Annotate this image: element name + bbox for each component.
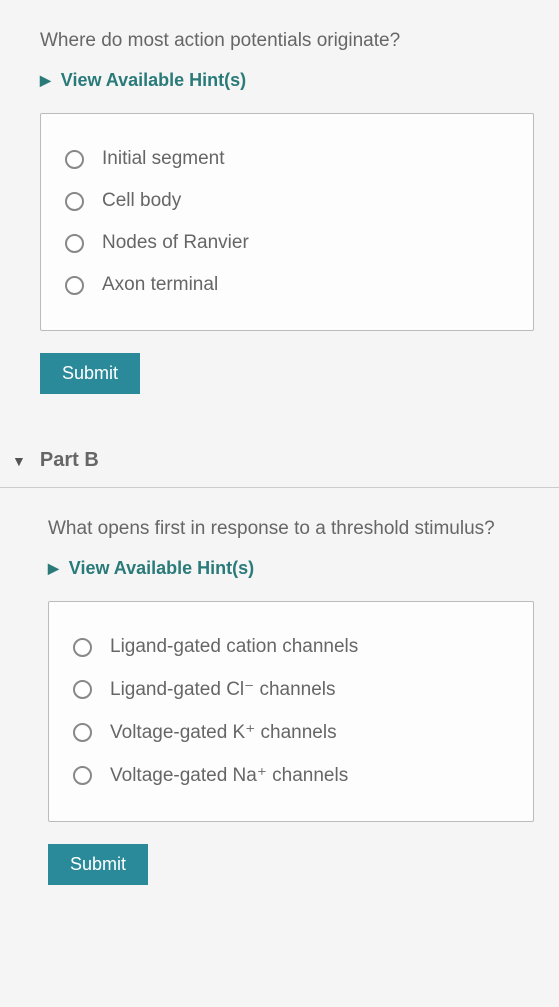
radio-icon [73,766,92,785]
option-label: Cell body [102,190,181,212]
option-row[interactable]: Initial segment [65,138,513,180]
radio-icon [65,276,84,295]
option-row[interactable]: Cell body [65,180,513,222]
divider [0,487,559,488]
caret-right-icon: ▶ [40,72,51,89]
hints-label: View Available Hint(s) [69,558,254,579]
submit-button[interactable]: Submit [40,353,140,394]
option-row[interactable]: Axon terminal [65,264,513,306]
options-box: Initial segment Cell body Nodes of Ranvi… [40,113,534,331]
option-row[interactable]: Voltage-gated Na⁺ channels [73,754,513,797]
options-box: Ligand-gated cation channels Ligand-gate… [48,601,534,822]
radio-icon [65,192,84,211]
radio-icon [65,234,84,253]
option-row[interactable]: Ligand-gated cation channels [73,626,513,668]
option-label: Initial segment [102,148,225,170]
option-row[interactable]: Voltage-gated K⁺ channels [73,711,513,754]
option-label: Axon terminal [102,274,218,296]
part-header: Part B [40,449,99,472]
option-label: Ligand-gated cation channels [110,636,358,658]
option-label: Voltage-gated Na⁺ channels [110,764,348,787]
part-a-section: Where do most action potentials originat… [40,30,534,394]
option-label: Nodes of Ranvier [102,232,249,254]
radio-icon [73,638,92,657]
radio-icon [65,150,84,169]
radio-icon [73,680,92,699]
submit-button[interactable]: Submit [48,844,148,885]
option-row[interactable]: Nodes of Ranvier [65,222,513,264]
caret-right-icon: ▶ [48,560,59,577]
caret-down-icon: ▼ [12,453,26,469]
hints-label: View Available Hint(s) [61,70,246,91]
question-text: What opens first in response to a thresh… [48,518,534,540]
option-label: Voltage-gated K⁺ channels [110,721,337,744]
option-label: Ligand-gated Cl⁻ channels [110,678,336,701]
view-hints-toggle[interactable]: ▶ View Available Hint(s) [40,70,534,91]
radio-icon [73,723,92,742]
view-hints-toggle[interactable]: ▶ View Available Hint(s) [48,558,534,579]
question-text: Where do most action potentials originat… [40,30,534,52]
part-b-toggle[interactable]: ▼ Part B [12,449,534,472]
option-row[interactable]: Ligand-gated Cl⁻ channels [73,668,513,711]
part-b-section: What opens first in response to a thresh… [40,518,534,885]
